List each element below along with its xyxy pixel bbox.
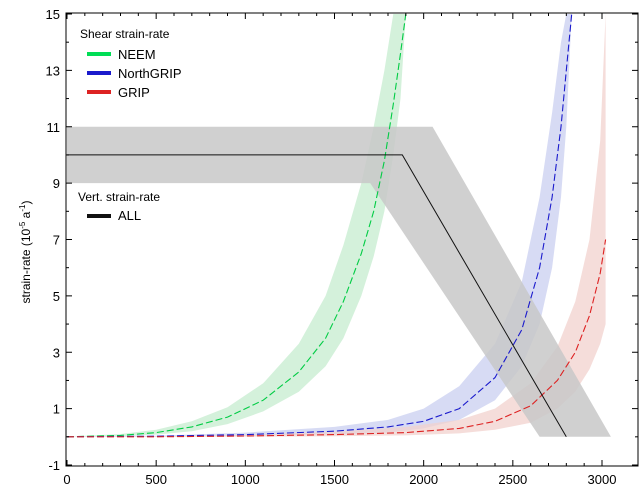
y-axis-label-close: ) xyxy=(19,201,33,205)
legend-vert-title: Vert. strain-rate xyxy=(78,190,160,204)
y-tick-label: 7 xyxy=(53,233,60,248)
x-tick-label: 2500 xyxy=(498,472,527,487)
band-neem xyxy=(67,14,406,437)
axis-ticks xyxy=(66,13,638,466)
y-tick-label: 5 xyxy=(53,289,60,304)
legend-label-grip: GRIP xyxy=(118,85,150,100)
x-tick-label: 1000 xyxy=(231,472,260,487)
series-line-northgrip xyxy=(66,13,573,438)
uncertainty-bands xyxy=(67,14,611,437)
legend-label-all: ALL xyxy=(118,208,141,223)
x-tick-label: 500 xyxy=(145,472,167,487)
legend-vert: Vert. strain-rate ALL xyxy=(78,190,160,223)
y-tick-label: 13 xyxy=(46,63,60,78)
y-axis-label-exp: -5 xyxy=(18,221,27,229)
y-tick-label: 1 xyxy=(53,402,60,417)
x-tick-label: 0 xyxy=(63,472,70,487)
legend-label-neem: NEEM xyxy=(118,47,156,62)
band-all xyxy=(67,126,611,437)
legend-shear: Shear strain-rate NEEM NorthGRIP GRIP xyxy=(80,27,182,100)
y-axis-label: strain-rate (10-5 a-1) xyxy=(18,201,33,304)
y-axis-label-main: strain-rate (10 xyxy=(19,228,33,303)
legend-label-northgrip: NorthGRIP xyxy=(118,66,182,81)
y-tick-label: -1 xyxy=(48,458,60,473)
x-tick-label: 2000 xyxy=(409,472,438,487)
y-axis-label-unit: a xyxy=(19,211,33,221)
legend-shear-title: Shear strain-rate xyxy=(80,27,170,41)
y-tick-label: 3 xyxy=(53,345,60,360)
y-tick-label: 15 xyxy=(46,7,60,22)
y-tick-label: 11 xyxy=(47,120,61,135)
y-axis-label-unit-exp: -1 xyxy=(18,204,27,212)
x-tick-label: 1500 xyxy=(320,472,349,487)
series-line-neem xyxy=(66,13,407,438)
series-line-all xyxy=(67,154,567,438)
series-lines xyxy=(66,13,607,438)
x-tick-label: 3000 xyxy=(588,472,617,487)
y-tick-label: 9 xyxy=(53,176,60,191)
